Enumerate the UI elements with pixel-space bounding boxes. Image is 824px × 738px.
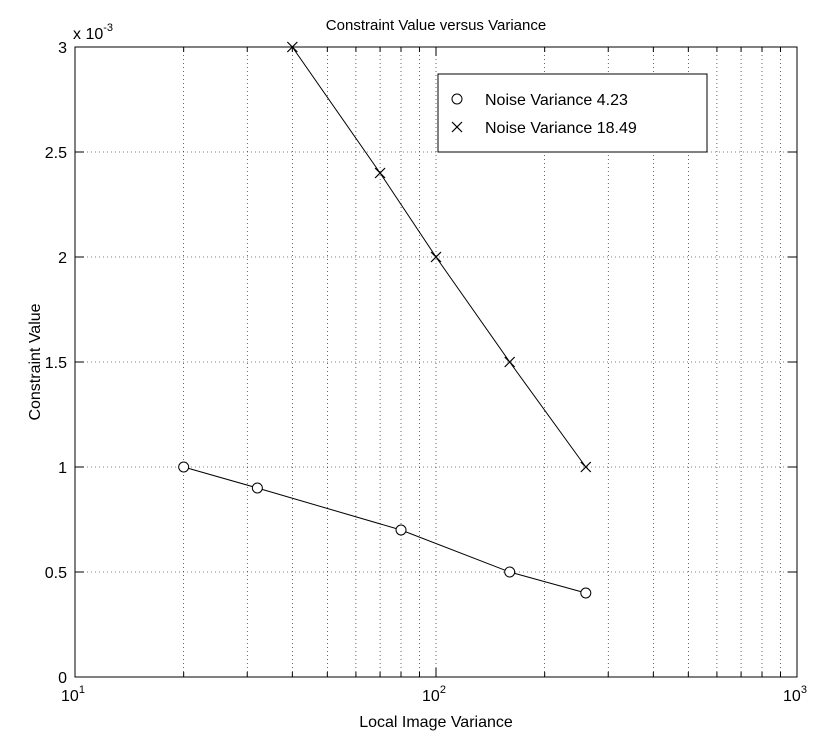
data-point-circle [251,482,263,494]
x-tick-label: 103 [783,684,807,705]
x-tick-label-base: 10 [422,688,440,705]
series-1 [178,461,592,599]
x-axis-label: Local Image Variance [359,714,513,731]
legend-item-1: Noise Variance 4.23 [451,92,628,109]
chart-title: Constraint Value versus Variance [326,17,546,34]
series-layer [178,41,592,599]
y-multiplier-exponent: -3 [103,22,113,34]
x-tick-label-base: 10 [783,688,801,705]
legend-label: Noise Variance 18.49 [485,120,637,137]
legend-item-2: Noise Variance 18.49 [451,120,637,137]
data-point-circle [395,524,407,536]
y-tick-label: 1.5 [45,355,67,372]
data-point-circle [580,587,592,599]
data-point-circle [504,566,516,578]
y-tick-label: 0 [58,670,67,687]
data-point-circle [178,461,190,473]
x-tick-label-exponent: 3 [801,684,807,696]
y-tick-label: 1 [58,460,67,477]
data-point-x [430,251,442,263]
x-tick-label-exponent: 1 [79,684,85,696]
data-point-x [451,121,463,133]
y-axis-multiplier: x 10-3 [73,22,113,43]
legend-box [437,73,708,153]
x-tick-label: 101 [61,684,85,705]
y-tick-label: 2 [58,250,67,267]
series-2 [286,41,592,473]
x-tick-label-base: 10 [61,688,79,705]
y-axis-label: Constraint Value [27,303,44,420]
legend: Noise Variance 4.23 Noise Variance 18.49 [437,73,708,153]
y-tick-label: 3 [58,40,67,57]
legend-label: Noise Variance 4.23 [485,92,628,109]
data-point-circle [451,93,463,105]
data-point-x [374,167,386,179]
y-tick-label: 2.5 [45,145,67,162]
data-point-x [504,356,516,368]
x-tick-label-exponent: 2 [440,684,446,696]
y-tick-label: 0.5 [45,565,67,582]
x-tick-label: 102 [422,684,446,705]
data-point-x [580,461,592,473]
y-multiplier-base: x 10 [73,26,103,43]
